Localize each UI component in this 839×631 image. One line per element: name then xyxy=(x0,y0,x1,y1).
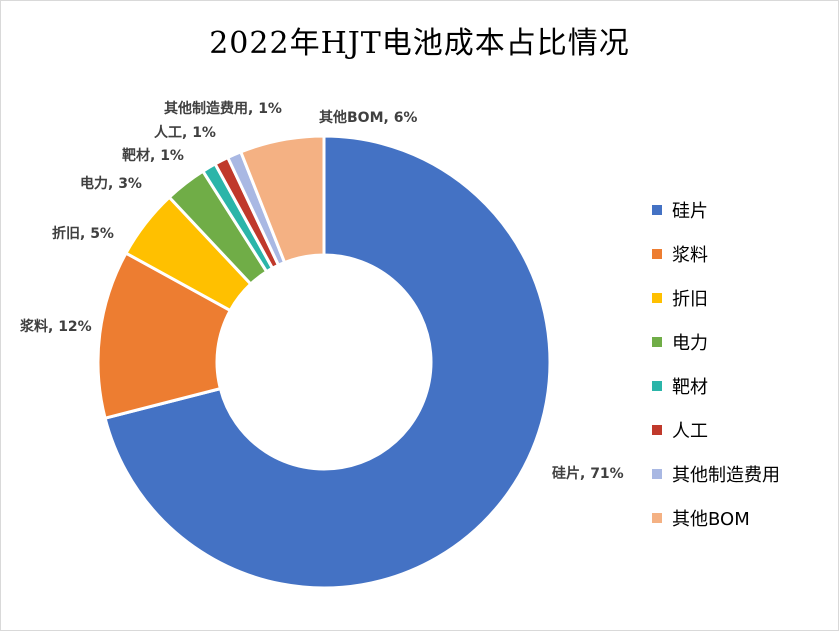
data-label-8: 其他BOM, 6% xyxy=(319,109,417,126)
data-label-2: 浆料, 12% xyxy=(20,318,92,335)
data-label-5: 靶材, 1% xyxy=(122,147,184,164)
legend-label: 其他BOM xyxy=(672,509,750,530)
legend-label: 人工 xyxy=(672,421,708,442)
legend-label: 其他制造费用 xyxy=(672,465,780,486)
legend-swatch xyxy=(652,425,662,435)
legend-item: 靶材 xyxy=(652,364,780,408)
data-label-3: 折旧, 5% xyxy=(52,225,114,242)
legend-item: 其他制造费用 xyxy=(652,452,780,496)
legend-item: 其他BOM xyxy=(652,496,780,540)
legend-swatch xyxy=(652,205,662,215)
legend-swatch xyxy=(652,293,662,303)
legend-swatch xyxy=(652,249,662,259)
legend-swatch xyxy=(652,513,662,523)
slice-1 xyxy=(103,134,552,590)
legend-swatch xyxy=(652,337,662,347)
legend-label: 折旧 xyxy=(672,289,708,310)
legend-item: 人工 xyxy=(652,408,780,452)
data-label-6: 人工, 1% xyxy=(154,124,216,141)
data-label-4: 电力, 3% xyxy=(80,175,142,192)
data-label-1: 硅片, 71% xyxy=(552,465,624,482)
legend-label: 电力 xyxy=(672,333,708,354)
chart-title: 2022年HJT电池成本占比情况 xyxy=(209,26,630,61)
legend-label: 浆料 xyxy=(672,245,708,266)
slice-8 xyxy=(238,134,326,265)
legend-item: 电力 xyxy=(652,320,780,364)
legend-item: 硅片 xyxy=(652,188,780,232)
legend-label: 硅片 xyxy=(672,201,708,222)
legend-label: 靶材 xyxy=(672,377,708,398)
legend: 硅片浆料折旧电力靶材人工其他制造费用 其他BOM xyxy=(652,188,780,540)
legend-item: 折旧 xyxy=(652,276,780,320)
legend-item: 浆料 xyxy=(652,232,780,276)
legend-swatch xyxy=(652,381,662,391)
data-label-7: 其他制造费用, 1% xyxy=(164,100,282,117)
legend-swatch xyxy=(652,469,662,479)
